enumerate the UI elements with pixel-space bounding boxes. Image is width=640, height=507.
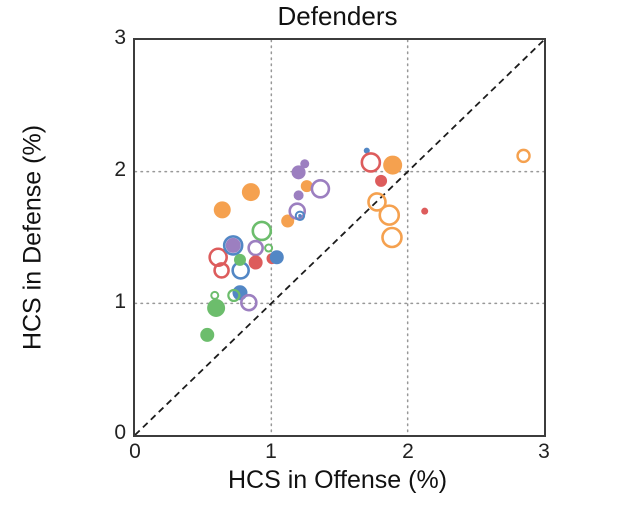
scatter-point (248, 255, 263, 270)
scatter-point (293, 190, 304, 201)
scatter-point (363, 147, 370, 154)
scatter-point (291, 165, 306, 180)
scatter-point (200, 327, 215, 342)
scatter-point (310, 178, 331, 199)
scatter-point (300, 159, 310, 169)
chart-title: Defenders (277, 1, 398, 31)
scatter-point (421, 207, 429, 215)
scatter-point (378, 204, 401, 226)
scatter-point (288, 202, 307, 220)
y-tick-label-3: 3 (114, 26, 126, 49)
scatter-point (207, 298, 226, 317)
scatter-point (233, 253, 246, 266)
scatter-point (213, 201, 231, 219)
scatter-point (381, 226, 403, 249)
y-tick-label-1: 1 (114, 290, 126, 313)
scatter-point (251, 220, 273, 242)
scatter-point (247, 239, 264, 257)
y-tick-label-2: 2 (114, 158, 126, 181)
identity-line (135, 40, 544, 435)
scatter-point (227, 288, 241, 303)
scatter-point (240, 293, 258, 312)
x-axis-label: HCS in Offense (%) (227, 466, 448, 494)
scatter-plot (135, 40, 544, 435)
scatter-point (225, 237, 241, 253)
plot-area (133, 38, 546, 437)
x-tick-label-1: 1 (265, 440, 277, 463)
x-tick-label-3: 3 (538, 440, 550, 463)
scatter-point (383, 155, 403, 175)
y-tick-label-0: 0 (114, 421, 126, 444)
scatter-point (298, 213, 302, 218)
y-axis-label: HCS in Defense (%) (18, 124, 47, 351)
scatter-point (360, 152, 382, 173)
scatter-point (281, 214, 295, 228)
scatter-point (264, 243, 274, 253)
scatter-point (375, 174, 388, 187)
scatter-point (210, 290, 220, 300)
scatter-point (367, 192, 387, 212)
scatter-point (222, 235, 244, 256)
scatter-point (269, 250, 284, 265)
scatter-point (516, 148, 531, 164)
x-tick-label-2: 2 (402, 440, 414, 463)
x-tick-label-0: 0 (129, 440, 141, 463)
scatter-point (232, 285, 248, 301)
scatter-point (213, 262, 230, 279)
scatter-point (241, 183, 260, 202)
scatter-point (294, 210, 306, 221)
scatter-point (300, 180, 313, 193)
